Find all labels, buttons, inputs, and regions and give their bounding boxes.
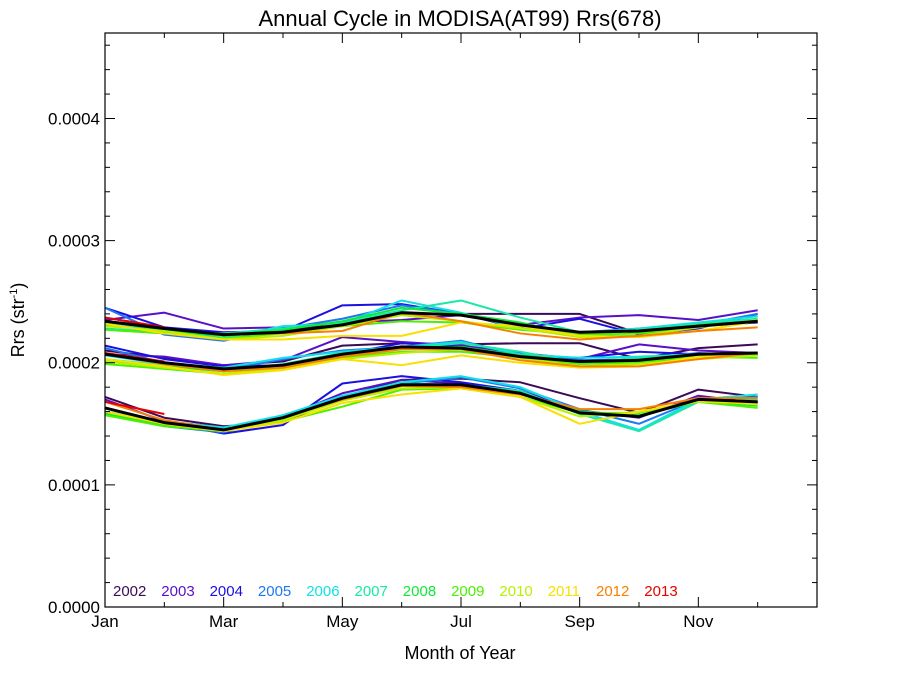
y-tick-label-2: 0.0002: [48, 354, 100, 373]
legend: 2002 2003 2004 2005 2006 2007 2008 2009 2010 2011…: [113, 583, 678, 600]
legend-item-2006: 2006: [306, 583, 339, 600]
legend-item-2012: 2012: [596, 583, 629, 600]
x-tick-label-2: May: [326, 612, 359, 631]
y-tick-label-1: 0.0001: [48, 476, 100, 495]
x-tick-label-4: Sep: [565, 612, 595, 631]
series-2011-upper-line: [104, 320, 758, 341]
series-2005-lower-line: [104, 376, 758, 434]
legend-item-2009: 2009: [451, 583, 484, 600]
x-tick-label-0: Jan: [91, 612, 118, 631]
y-tick-label-3: 0.0003: [48, 232, 100, 251]
mean-upper-line: [104, 311, 758, 337]
legend-item-2002: 2002: [113, 583, 146, 600]
series-2013-lower-line: [104, 400, 165, 416]
legend-item-2013: 2013: [644, 583, 677, 600]
mean-middle-line: [104, 345, 758, 371]
legend-item-2011: 2011: [548, 583, 580, 600]
plot-frame: [104, 32, 818, 608]
legend-item-2008: 2008: [403, 583, 436, 600]
x-tick-label-3: Jul: [450, 612, 472, 631]
legend-item-2007: 2007: [355, 583, 388, 600]
x-tick-label-5: Nov: [683, 612, 714, 631]
y-axis-title-sup: -1: [8, 289, 20, 299]
x-tick-label-1: Mar: [209, 612, 239, 631]
series-2012-middle-line: [104, 348, 758, 373]
x-axis: Jan Mar May Jul Sep Nov: [91, 33, 759, 631]
y-axis-title-main: Rrs (str: [8, 298, 28, 357]
plot-lines: [104, 299, 758, 435]
legend-item-2010: 2010: [499, 583, 532, 600]
y-axis-title: Rrs (str-1): [8, 283, 28, 358]
legend-item-2004: 2004: [210, 583, 243, 600]
mean-lower-line: [104, 383, 758, 432]
y-tick-label-4: 0.0004: [48, 109, 100, 128]
series-2006-lower-line: [104, 375, 758, 431]
y-axis: 0.0000 0.0001 0.0002 0.0003 0.0004: [48, 44, 817, 617]
y-axis-title-close: ): [8, 283, 28, 289]
series-2013-upper-line: [104, 316, 165, 329]
x-axis-title: Month of Year: [404, 643, 515, 663]
chart-title: Annual Cycle in MODISA(AT99) Rrs(678): [258, 6, 661, 31]
legend-item-2005: 2005: [258, 583, 291, 600]
legend-item-2003: 2003: [161, 583, 194, 600]
y-tick-label-0: 0.0000: [48, 598, 100, 617]
